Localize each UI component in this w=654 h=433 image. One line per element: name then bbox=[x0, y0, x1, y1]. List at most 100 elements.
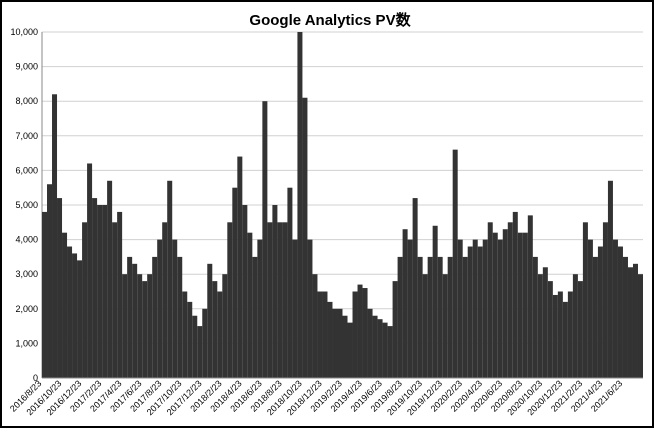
bar bbox=[102, 205, 108, 378]
bar bbox=[492, 232, 498, 378]
bar bbox=[237, 156, 243, 378]
y-tick-label: 0 bbox=[33, 373, 38, 383]
bar bbox=[267, 222, 273, 378]
bar bbox=[397, 256, 403, 378]
y-tick-label: 1,000 bbox=[15, 338, 38, 348]
bar bbox=[477, 246, 483, 378]
y-tick-label: 2,000 bbox=[15, 304, 38, 314]
bar bbox=[142, 281, 148, 378]
bar bbox=[332, 308, 338, 378]
bar bbox=[632, 263, 638, 378]
bar bbox=[72, 253, 78, 378]
y-tick-label: 8,000 bbox=[15, 96, 38, 106]
bar bbox=[482, 239, 488, 378]
bar bbox=[287, 187, 293, 378]
bar bbox=[127, 256, 133, 378]
bar bbox=[57, 198, 63, 378]
chart-title: Google Analytics PV数 bbox=[249, 11, 411, 29]
bar bbox=[292, 239, 298, 378]
bar bbox=[212, 281, 218, 378]
bar bbox=[622, 256, 628, 378]
bar bbox=[457, 239, 463, 378]
bar bbox=[467, 246, 473, 378]
y-tick-label: 6,000 bbox=[15, 165, 38, 175]
bar bbox=[542, 267, 548, 378]
bar bbox=[167, 180, 173, 378]
y-tick-label: 10,000 bbox=[10, 27, 38, 37]
bar bbox=[382, 322, 388, 378]
bar bbox=[327, 301, 333, 378]
bar bbox=[432, 225, 438, 378]
bar bbox=[257, 239, 263, 378]
bar bbox=[507, 222, 513, 378]
bar bbox=[497, 239, 503, 378]
bar bbox=[82, 222, 88, 378]
bar bbox=[87, 163, 93, 378]
bar bbox=[182, 291, 188, 378]
bar bbox=[232, 187, 238, 378]
bar bbox=[357, 284, 363, 378]
bar bbox=[242, 205, 248, 378]
bar bbox=[302, 97, 308, 379]
bar bbox=[627, 267, 633, 378]
bar bbox=[537, 274, 543, 378]
bar bbox=[392, 281, 398, 378]
bar bbox=[452, 149, 458, 378]
bar bbox=[592, 256, 598, 378]
bar bbox=[307, 239, 313, 378]
bar bbox=[177, 256, 183, 378]
bar bbox=[577, 281, 583, 378]
bar bbox=[617, 246, 623, 378]
bar bbox=[122, 274, 128, 378]
bar bbox=[447, 256, 453, 378]
bar bbox=[582, 222, 588, 378]
bar bbox=[222, 274, 228, 378]
bar bbox=[77, 260, 83, 378]
y-tick-label: 5,000 bbox=[15, 200, 38, 210]
bar bbox=[462, 256, 468, 378]
bar bbox=[612, 239, 618, 378]
bar bbox=[152, 256, 158, 378]
bar bbox=[522, 232, 528, 378]
bar bbox=[532, 256, 538, 378]
bar bbox=[407, 239, 413, 378]
bar bbox=[172, 239, 178, 378]
bar bbox=[362, 288, 368, 378]
bar bbox=[92, 198, 98, 378]
bar bbox=[202, 308, 208, 378]
bar bbox=[442, 274, 448, 378]
bar bbox=[247, 232, 253, 378]
bar bbox=[277, 222, 283, 378]
bar bbox=[387, 326, 393, 378]
bar bbox=[322, 291, 328, 378]
bar bbox=[107, 180, 113, 378]
bar bbox=[572, 274, 578, 378]
bar bbox=[557, 291, 563, 378]
bar bbox=[597, 246, 603, 378]
bar bbox=[312, 274, 318, 378]
bar bbox=[337, 308, 343, 378]
bar bbox=[377, 319, 383, 378]
bar bbox=[427, 256, 433, 378]
bar bbox=[47, 184, 53, 378]
bar bbox=[97, 205, 103, 378]
bar bbox=[567, 291, 573, 378]
bar bbox=[602, 222, 608, 378]
bar bbox=[637, 274, 643, 378]
bar bbox=[187, 301, 193, 378]
bar bbox=[272, 205, 278, 378]
bar bbox=[227, 222, 233, 378]
bar bbox=[317, 291, 323, 378]
bar bbox=[252, 256, 258, 378]
bar bbox=[562, 301, 568, 378]
bar bbox=[502, 229, 508, 378]
bar bbox=[137, 274, 143, 378]
bar bbox=[217, 291, 223, 378]
bar bbox=[487, 222, 493, 378]
bar bbox=[197, 326, 203, 378]
bar bbox=[547, 281, 553, 378]
bar bbox=[527, 215, 533, 378]
bar bbox=[517, 232, 523, 378]
bar bbox=[372, 315, 378, 378]
